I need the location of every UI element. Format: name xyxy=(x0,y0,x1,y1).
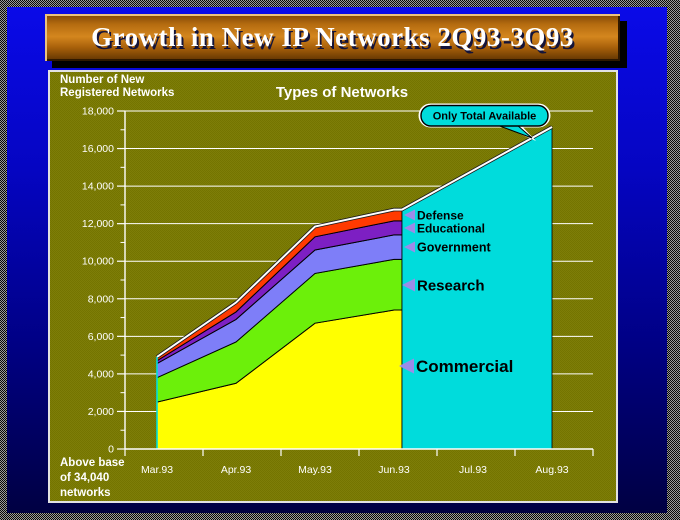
y-axis-title-line: Number of New xyxy=(60,74,144,86)
footnote-line: Above base xyxy=(60,457,125,469)
y-tick-label: 12,000 xyxy=(82,218,114,230)
y-tick-label: 10,000 xyxy=(82,256,114,268)
series-label-commercial: Commercial xyxy=(416,357,513,376)
callout-label: Only Total Available xyxy=(433,111,537,123)
government-arrow-icon xyxy=(404,241,415,253)
series-label-defense: Defense xyxy=(417,208,464,222)
y-tick-label: 4,000 xyxy=(88,368,114,380)
y-tick-label: 8,000 xyxy=(88,293,114,305)
y-tick-label: 18,000 xyxy=(82,106,114,118)
commercial-arrow-icon xyxy=(399,358,414,374)
chart-title: Types of Networks xyxy=(276,84,408,101)
educational-arrow-icon xyxy=(404,222,415,234)
footnote-line: networks xyxy=(60,487,111,499)
x-tick-label: Mar.93 xyxy=(141,464,173,476)
series-label-research: Research xyxy=(417,277,485,294)
y-tick-label: 6,000 xyxy=(88,331,114,343)
y-tick-label: 0 xyxy=(108,444,114,456)
slide-title-bar: Growth in New IP Networks 2Q93-3Q93 xyxy=(45,14,620,61)
y-tick-label: 16,000 xyxy=(82,143,114,155)
y-axis-title-line: Registered Networks xyxy=(60,87,174,99)
series-label-government: Government xyxy=(417,241,491,255)
y-tick-label: 2,000 xyxy=(88,406,114,418)
y-tick-label: 14,000 xyxy=(82,181,114,193)
defense-arrow-icon xyxy=(404,209,415,221)
x-tick-label: Jun.93 xyxy=(378,464,410,476)
networks-stacked-area-chart: 0 2,000 4,000 6,000 8,000 10,000 12,000 14,000 1… xyxy=(60,74,594,499)
footnote-line: of 34,040 xyxy=(60,472,109,484)
x-tick-label: Jul.93 xyxy=(459,464,487,476)
x-tick-label: May.93 xyxy=(298,464,332,476)
slide-title: Growth in New IP Networks 2Q93-3Q93 xyxy=(91,22,574,52)
research-arrow-icon xyxy=(402,278,415,292)
x-tick-label: Apr.93 xyxy=(221,464,252,476)
x-tick-label: Aug.93 xyxy=(535,464,568,476)
callout-bubble xyxy=(420,104,549,127)
total-line xyxy=(156,126,553,358)
chart-panel: 0 2,000 4,000 6,000 8,000 10,000 12,000 14,000 1… xyxy=(48,70,618,503)
series-label-educational: Educational xyxy=(417,221,485,235)
